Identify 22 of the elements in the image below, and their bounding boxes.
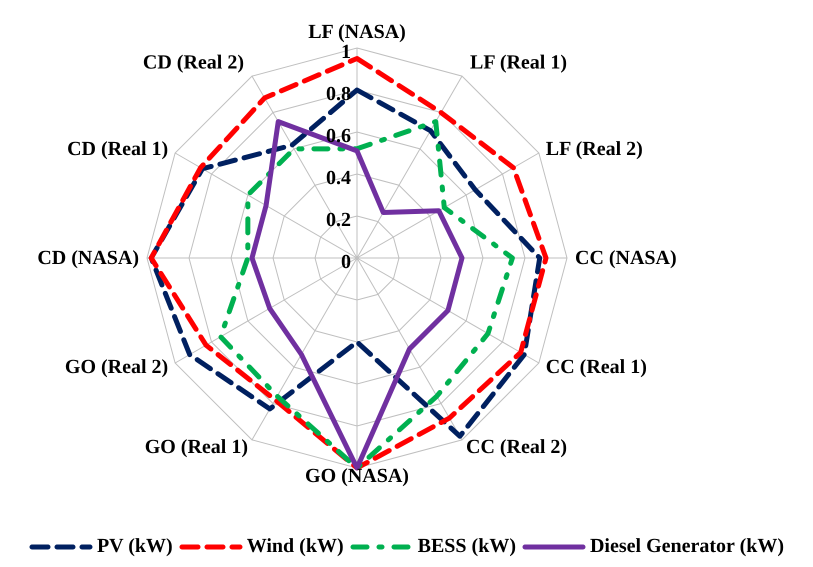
legend-label: PV (kW) [96, 535, 173, 558]
spoke-label: CC (Real 2) [466, 436, 568, 458]
y-tick-label: 0.4 [326, 167, 351, 189]
spoke-label: CC (NASA) [575, 247, 677, 269]
legend-label: Wind (kW) [246, 535, 344, 558]
y-tick-label: 1 [341, 41, 351, 63]
spoke-label: GO (Real 1) [144, 436, 248, 458]
legend-label: BESS (kW) [418, 535, 516, 558]
legend-label: Diesel Generator (kW) [590, 535, 784, 558]
spoke-label: CD (NASA) [37, 247, 139, 269]
spoke-label: GO (NASA) [305, 465, 409, 487]
spoke-label: GO (Real 2) [64, 356, 168, 378]
spoke-label: CC (Real 1) [546, 356, 647, 378]
spoke-label: LF (Real 1) [470, 51, 568, 74]
spoke-label: CD (Real 2) [142, 51, 244, 74]
spoke-label: CD (Real 1) [67, 138, 168, 160]
spoke-label: LF (Real 2) [546, 138, 643, 160]
y-tick-label: 0.6 [326, 125, 351, 147]
y-tick-label: 0 [341, 251, 351, 273]
y-tick-label: 0.8 [326, 83, 351, 105]
y-tick-label: 0.2 [326, 209, 351, 231]
spoke-label: LF (NASA) [308, 21, 406, 43]
